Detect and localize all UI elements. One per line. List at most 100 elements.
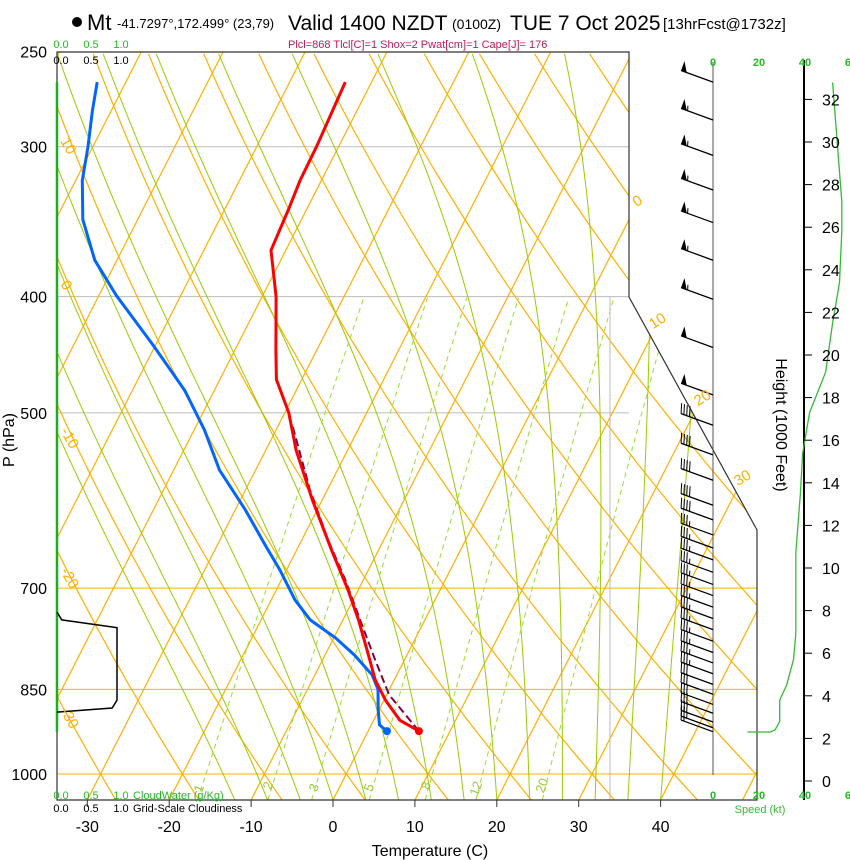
- barb-feather: [686, 684, 688, 695]
- barb-feather: [686, 527, 688, 539]
- cloudiness-tick-label-top: 0.0: [53, 55, 68, 67]
- dry-adiabat-line: [203, 53, 698, 800]
- wind-barb: [680, 672, 714, 695]
- height-tick-label: 2: [822, 731, 831, 748]
- forecast-info: [13hrFcst@1732z]: [663, 16, 786, 33]
- barb-feather: [683, 641, 685, 653]
- wind-barb: [680, 596, 714, 620]
- moist-adiabat-line: [471, 53, 563, 800]
- mixing-ratio-line: [197, 297, 365, 800]
- wind-barb: [680, 651, 714, 675]
- station-coords: -41.7297°,172.499° (23,79): [117, 16, 274, 31]
- barb-feather: [680, 537, 683, 549]
- barb-feather: [686, 552, 688, 563]
- moist-adiabat-line: [57, 53, 334, 800]
- mixing-ratio-label: 5: [360, 781, 377, 793]
- barb-feather: [680, 585, 683, 596]
- dry-adiabat-line: [754, 53, 757, 800]
- barb-feather: [680, 550, 683, 561]
- barb-feather: [683, 574, 685, 585]
- station-dot-icon: [72, 17, 82, 27]
- wind-barb: [680, 537, 714, 561]
- height-axis-label: Height (1000 Feet): [772, 358, 789, 491]
- mixing-ratio-line: [368, 297, 519, 800]
- barb-pennant: [681, 61, 687, 73]
- barb-feather: [683, 620, 685, 631]
- temperature-tick-label: 10: [406, 819, 424, 836]
- cloudiness-tick-label-bottom: 1.0: [113, 803, 128, 815]
- barb-staff: [680, 681, 714, 695]
- mixing-ratio-label: 12: [466, 779, 485, 798]
- speed-tick-label-top: 40: [799, 57, 811, 69]
- cloudwater-tick-label-bottom: 0.5: [83, 790, 98, 802]
- barb-feather: [683, 526, 685, 538]
- isotherm-line: [57, 52, 306, 800]
- speed-tick-label-bottom: 60: [845, 790, 850, 802]
- barb-pennant: [681, 201, 687, 213]
- wind-barb: [680, 497, 714, 521]
- parcel-line: [291, 424, 420, 732]
- barb-staff: [680, 640, 714, 654]
- moist-adiabat-line: [377, 53, 531, 800]
- dry-adiabat-line: [147, 53, 615, 800]
- wind-barb: [680, 201, 714, 224]
- barb-feather: [683, 663, 685, 674]
- mixing-ratio-label: 20: [532, 776, 551, 795]
- barb-feather: [689, 461, 691, 472]
- wind-barb: [680, 61, 714, 83]
- moist-adiabat-line: [57, 53, 367, 800]
- speed-tick-label-bottom: 40: [799, 790, 811, 802]
- wind-barb: [680, 619, 714, 642]
- barb-feather: [686, 499, 688, 511]
- wind-barb: [680, 432, 714, 456]
- barb-feather: [680, 682, 683, 693]
- speed-tick-label-top: 0: [710, 57, 716, 69]
- height-tick-label: 22: [822, 305, 840, 322]
- barb-feather: [680, 512, 683, 524]
- barb-feather: [680, 497, 683, 509]
- isotherm-line: [496, 52, 757, 800]
- barb-staff: [680, 606, 714, 620]
- isotherm-label: 10: [646, 310, 669, 333]
- moist-adiabat-line: [102, 53, 400, 800]
- wind-barb: [680, 640, 714, 664]
- barb-feather: [686, 434, 688, 446]
- wind-barb: [680, 682, 714, 706]
- moist-adiabat-line: [57, 53, 236, 800]
- barb-feather: [686, 539, 688, 551]
- isotherm-line: [57, 52, 388, 800]
- barb-feather: [686, 632, 688, 643]
- dry-adiabat-line: [57, 53, 449, 800]
- valid-time: Valid 1400 NZDT: [288, 12, 448, 35]
- barb-feather: [683, 563, 685, 574]
- height-tick-label: 10: [822, 561, 840, 578]
- pressure-tick-label: 500: [20, 406, 47, 423]
- moist-adiabat-line: [218, 53, 465, 800]
- barb-feather: [683, 484, 685, 495]
- barb-staff: [680, 143, 714, 156]
- cloudiness-tick-label-bottom: 0.0: [53, 803, 68, 815]
- barb-feather: [686, 598, 688, 609]
- barb-feather: [689, 500, 691, 512]
- barb-feather: [683, 597, 685, 608]
- wind-barb: [680, 585, 714, 608]
- isotherm-line: [578, 52, 757, 800]
- barb-staff: [680, 522, 714, 536]
- cloudwater-label: CloudWater (g/Kg): [133, 790, 224, 802]
- mixing-ratio-line: [541, 297, 674, 800]
- cloudiness-tick-label-top: 0.5: [83, 55, 98, 67]
- barb-pennant: [681, 134, 687, 146]
- dry-adiabat-label: 0: [57, 278, 76, 294]
- pressure-tick-label: 700: [20, 581, 47, 598]
- barb-pennant: [681, 326, 687, 338]
- barb-feather: [686, 664, 688, 675]
- wind-barb: [680, 512, 714, 536]
- barb-staff: [680, 286, 714, 300]
- barb-staff: [680, 560, 714, 573]
- plot-lines: [55, 51, 843, 801]
- barb-feather: [686, 653, 688, 665]
- speed-axis-label: Speed (kt): [735, 804, 786, 816]
- barb-feather: [680, 458, 683, 469]
- forecast-date: TUE 7 Oct 2025: [510, 12, 661, 35]
